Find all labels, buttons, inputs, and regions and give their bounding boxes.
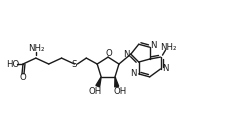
Text: OH: OH	[113, 87, 126, 96]
Text: NH₂: NH₂	[160, 43, 177, 52]
Text: N: N	[131, 69, 137, 78]
Text: S: S	[72, 60, 77, 69]
Polygon shape	[96, 77, 101, 87]
Text: N: N	[123, 50, 129, 59]
Text: N: N	[150, 41, 157, 50]
Text: O: O	[20, 73, 26, 82]
Polygon shape	[115, 77, 119, 87]
Text: O: O	[106, 49, 112, 58]
Text: HO: HO	[6, 60, 20, 69]
Text: N: N	[162, 64, 169, 74]
Text: OH: OH	[88, 87, 101, 96]
Text: NH₂: NH₂	[29, 44, 45, 53]
